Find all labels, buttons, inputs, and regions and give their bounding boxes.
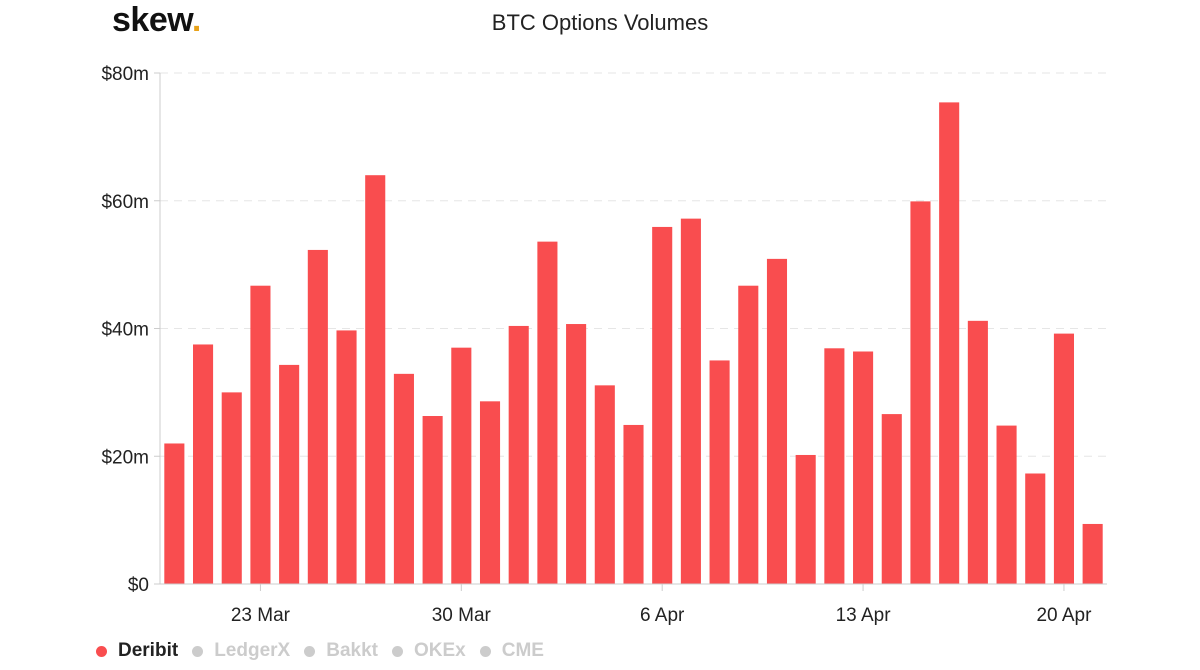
legend-item-bakkt[interactable]: Bakkt xyxy=(304,640,378,662)
y-tick-label: $0 xyxy=(128,575,149,596)
bar-deribit[interactable] xyxy=(709,360,730,584)
bar-deribit[interactable] xyxy=(422,416,443,584)
y-tick-label: $80m xyxy=(101,64,149,85)
bar-deribit[interactable] xyxy=(508,325,529,584)
bar-deribit[interactable] xyxy=(652,226,673,584)
legend-label: Bakkt xyxy=(326,640,378,661)
legend-item-okex[interactable]: OKEx xyxy=(391,640,466,662)
bar-deribit[interactable] xyxy=(594,385,615,584)
bars xyxy=(164,102,1103,585)
bar-deribit[interactable] xyxy=(250,285,271,584)
bar-deribit[interactable] xyxy=(164,443,185,584)
bar-deribit[interactable] xyxy=(566,324,587,584)
bar-deribit[interactable] xyxy=(336,330,357,584)
logo-dot: . xyxy=(191,1,201,39)
legend-item-deribit[interactable]: Deribit xyxy=(96,640,178,662)
bar-deribit[interactable] xyxy=(393,373,414,584)
bar-deribit[interactable] xyxy=(221,392,242,584)
x-tick-label: 23 Mar xyxy=(231,605,291,626)
x-tick-label: 30 Mar xyxy=(432,605,492,626)
legend-swatch xyxy=(96,645,107,657)
chart-title: BTC Options Volumes xyxy=(491,10,709,35)
bar-deribit[interactable] xyxy=(881,414,902,584)
bar-deribit[interactable] xyxy=(451,347,472,584)
skew-logo: skew. xyxy=(112,0,201,40)
legend-label: Deribit xyxy=(118,640,179,661)
bar-deribit[interactable] xyxy=(967,320,988,584)
legend-swatch xyxy=(479,645,491,657)
bar-deribit[interactable] xyxy=(680,218,701,584)
bar-deribit[interactable] xyxy=(824,348,845,584)
logo-text: skew xyxy=(112,1,192,39)
bar-deribit[interactable] xyxy=(279,364,300,584)
legend: Deribit LedgerX Bakkt OKEx CME xyxy=(96,638,558,664)
x-tick-label: 13 Apr xyxy=(836,605,892,626)
x-axis-labels: 23 Mar 30 Mar 6 Apr 13 Apr 20 Apr xyxy=(231,584,1092,626)
bar-deribit[interactable] xyxy=(766,258,788,584)
bar-deribit[interactable] xyxy=(1025,473,1046,584)
bar-deribit[interactable] xyxy=(365,175,386,584)
y-axis-labels: $0 $20m $40m $60m $80m xyxy=(101,64,160,596)
legend-label: LedgerX xyxy=(214,640,291,661)
legend-label: CME xyxy=(501,640,544,661)
x-tick-label: 6 Apr xyxy=(640,605,685,626)
bar-deribit[interactable] xyxy=(307,249,328,584)
bar-deribit[interactable] xyxy=(795,454,816,584)
bar-deribit[interactable] xyxy=(996,425,1017,584)
bar-deribit[interactable] xyxy=(1053,333,1074,584)
bar-deribit[interactable] xyxy=(910,201,931,585)
y-tick-label: $60m xyxy=(101,192,149,213)
bar-deribit[interactable] xyxy=(939,102,960,584)
bar-deribit[interactable] xyxy=(1082,523,1103,584)
bar-deribit[interactable] xyxy=(479,401,501,584)
bar-deribit[interactable] xyxy=(853,351,874,584)
bar-deribit[interactable] xyxy=(738,285,759,584)
y-tick-label: $40m xyxy=(101,320,149,341)
bar-deribit[interactable] xyxy=(193,344,214,584)
legend-swatch xyxy=(192,645,204,657)
legend-item-cme[interactable]: CME xyxy=(479,640,544,662)
x-tick-label: 20 Apr xyxy=(1036,605,1092,626)
legend-swatch xyxy=(304,645,316,657)
legend-item-ledgerx[interactable]: LedgerX xyxy=(192,640,290,662)
gridlines xyxy=(160,72,1107,457)
legend-label: OKEx xyxy=(413,640,466,661)
legend-swatch xyxy=(391,645,403,657)
bar-deribit[interactable] xyxy=(623,424,644,584)
bar-deribit[interactable] xyxy=(537,241,558,584)
y-tick-label: $20m xyxy=(101,447,149,468)
